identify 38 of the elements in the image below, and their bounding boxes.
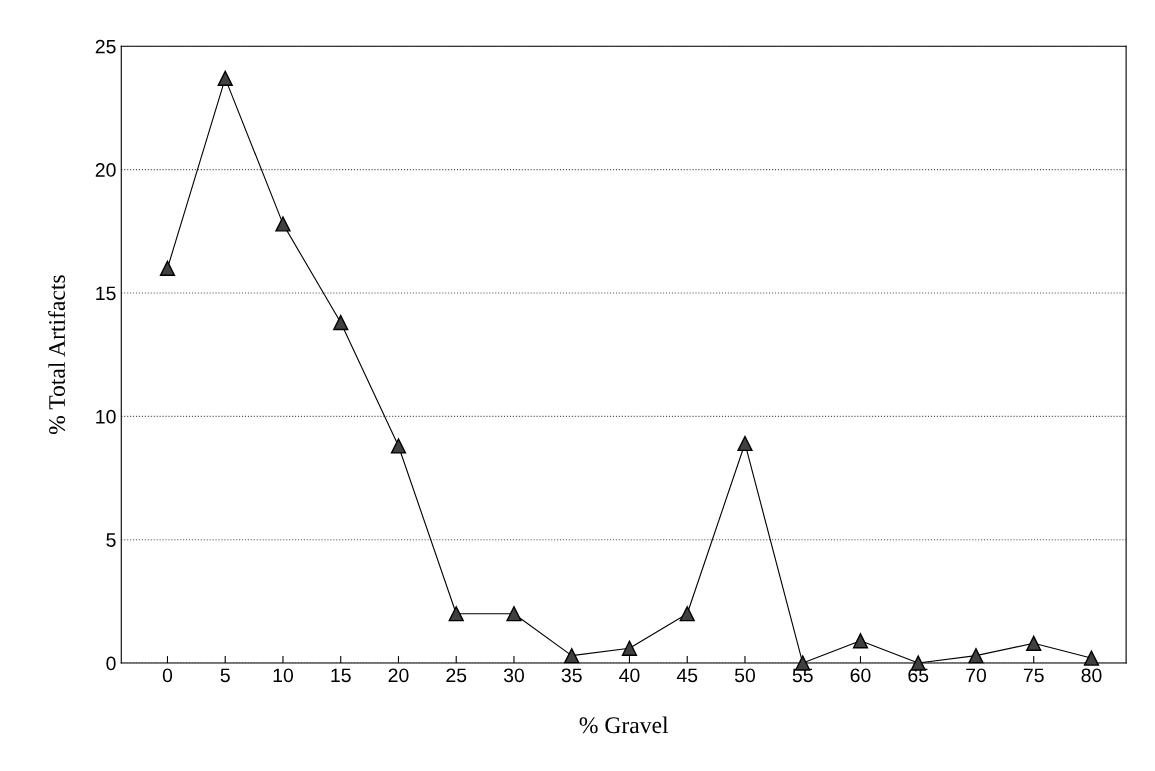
point <box>390 438 407 454</box>
x-tick-label: 15 <box>331 668 351 683</box>
x-tick-label: 70 <box>966 668 987 683</box>
x-tick-label: 40 <box>619 668 640 683</box>
point <box>506 606 522 622</box>
x-tick-label: 50 <box>734 668 756 683</box>
point <box>679 606 695 622</box>
point <box>275 216 291 232</box>
point <box>1026 635 1042 651</box>
x-tick-label: 5 <box>220 668 230 683</box>
x-tick-label: 45 <box>676 668 698 683</box>
y-tick-label: 25 <box>95 39 116 54</box>
y-tick-label: 5 <box>106 533 116 547</box>
y-tick-label: 15 <box>96 286 116 301</box>
x-axis-title: % Gravel <box>579 716 669 734</box>
point <box>333 314 349 331</box>
point <box>1083 650 1100 666</box>
point <box>159 260 176 276</box>
point <box>217 70 233 86</box>
y-tick-label: 20 <box>95 163 116 177</box>
x-tick-label: 20 <box>388 668 409 683</box>
y-tick-label: 10 <box>96 409 116 424</box>
x-tick-label: 0 <box>162 668 173 683</box>
point <box>448 606 464 622</box>
point <box>564 648 580 664</box>
x-tick-label: 35 <box>561 668 582 683</box>
point <box>968 648 984 664</box>
y-axis-title: % Total Artifacts <box>48 275 66 435</box>
x-tick-label: 80 <box>1081 668 1102 683</box>
x-tick-label: 25 <box>446 668 467 683</box>
x-tick-label: 75 <box>1023 668 1044 683</box>
x-tick-label: 10 <box>273 668 294 683</box>
y-tick-label: 0 <box>106 656 116 671</box>
x-tick-label: 30 <box>503 668 525 683</box>
point <box>852 633 869 649</box>
point <box>737 435 753 452</box>
x-tick-label: 60 <box>850 668 871 683</box>
point <box>621 640 638 656</box>
